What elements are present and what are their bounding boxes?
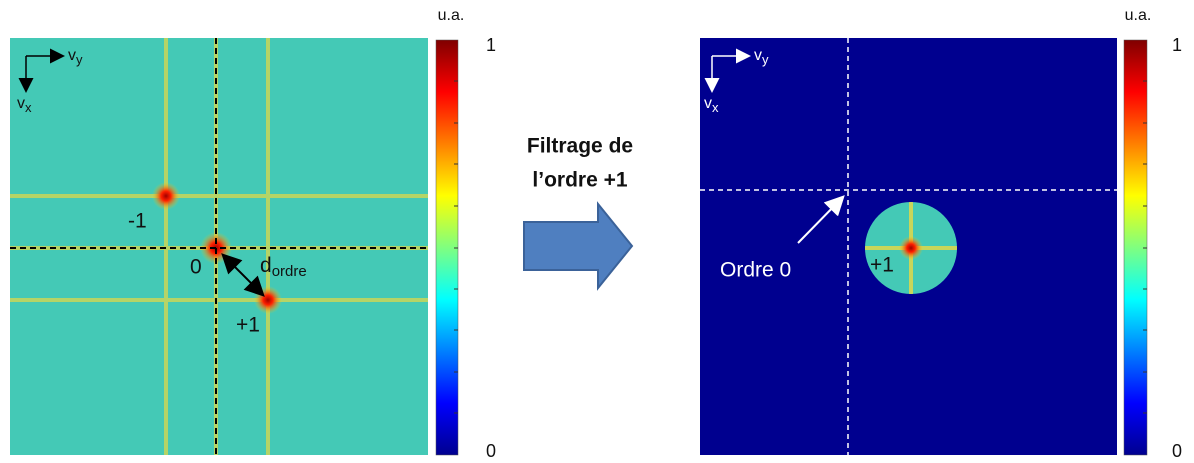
distance-label-sub: ordre [272,263,307,280]
distance-label: d [260,254,272,277]
order-label: +1 [236,314,260,337]
step-title: l’ordre +1 [532,169,627,192]
colorbar-min: 0 [1172,441,1182,461]
filter-step: Filtrage de l’ordre +1 [523,135,634,291]
axis-label: v [68,47,76,64]
order-label: 0 [190,256,202,279]
colorbar-max: 1 [1172,35,1182,55]
left-spectrum: vy vx -1 0 +1 dordre [10,38,428,455]
colorbar-unit: u.a. [1125,7,1152,24]
order-label: +1 [870,254,894,277]
svg-text:vy: vy [754,47,769,67]
right-spectrum: vy vx Ordre 0 +1 [700,38,1117,455]
axis-label: v [754,47,762,64]
order-zero-label: Ordre 0 [720,259,791,282]
svg-text:vx: vx [704,95,719,115]
svg-text:dordre: dordre [260,254,307,280]
colorbar-unit: u.a. [438,7,465,24]
axis-label-sub: y [76,52,83,67]
right-colorbar: u.a. 1 0 [1123,7,1182,461]
axis-label: v [17,95,25,112]
svg-text:vx: vx [17,95,32,115]
axis-label-sub: x [712,100,719,115]
svg-text:vy: vy [68,47,83,67]
axis-label-sub: y [762,52,769,67]
step-title: Filtrage de [527,135,633,158]
colorbar-max: 1 [486,35,496,55]
axis-label-sub: x [25,100,32,115]
axis-label: v [704,95,712,112]
left-colorbar: u.a. 1 0 [435,7,496,461]
order-label: -1 [128,210,147,233]
colorbar-min: 0 [486,441,496,461]
